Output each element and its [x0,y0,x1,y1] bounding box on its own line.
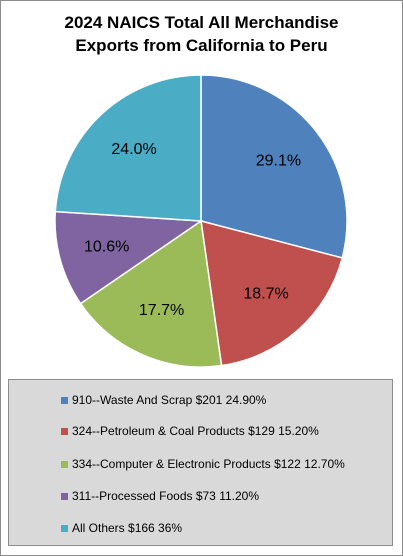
chart-title-line-1: 2024 NAICS Total All Merchandise [64,13,339,32]
legend-swatch-all-others [61,524,68,532]
legend-swatch-processed-foods [61,492,68,500]
chart-title-line-2: Exports from California to Peru [75,36,328,55]
pie-slice-1 [200,219,344,367]
pie-slice-4 [54,74,202,222]
pie-slice-2 [79,219,223,368]
legend-label-computer-electronic: 334--Computer & Electronic Products $122… [72,457,345,471]
legend-item-petroleum-coal: 324--Petroleum & Coal Products $129 15.2… [61,423,319,439]
pie-label-1: 18.7% [243,286,288,303]
pie-label-4: 24.0% [111,141,156,158]
pie-slice-3 [54,210,204,305]
legend-swatch-computer-electronic [61,460,68,468]
legend-label-all-others: All Others $166 36% [72,521,183,535]
legend-label-petroleum-coal: 324--Petroleum & Coal Products $129 15.2… [72,424,319,438]
pie-chart: 29.1% 18.7% 17.7% 10.6% 24.0% [54,74,348,368]
chart-legend: 910--Waste And Scrap $201 24.90% 324--Pe… [8,379,393,546]
legend-item-waste-scrap: 910--Waste And Scrap $201 24.90% [61,392,266,408]
pie-label-2: 17.7% [139,302,184,319]
pie-slice-0 [200,74,348,259]
legend-item-processed-foods: 311--Processed Foods $73 11.20% [61,488,259,504]
legend-item-computer-electronic: 334--Computer & Electronic Products $122… [61,456,345,472]
legend-swatch-petroleum-coal [61,427,68,435]
pie-label-3: 10.6% [84,238,129,255]
pie-label-0: 29.1% [256,153,301,170]
legend-item-all-others: All Others $166 36% [61,520,182,536]
legend-swatch-waste-scrap [61,396,68,404]
chart-title: 2024 NAICS Total All Merchandise Exports… [1,11,402,57]
legend-label-processed-foods: 311--Processed Foods $73 11.20% [72,489,260,503]
legend-label-waste-scrap: 910--Waste And Scrap $201 24.90% [72,393,267,407]
